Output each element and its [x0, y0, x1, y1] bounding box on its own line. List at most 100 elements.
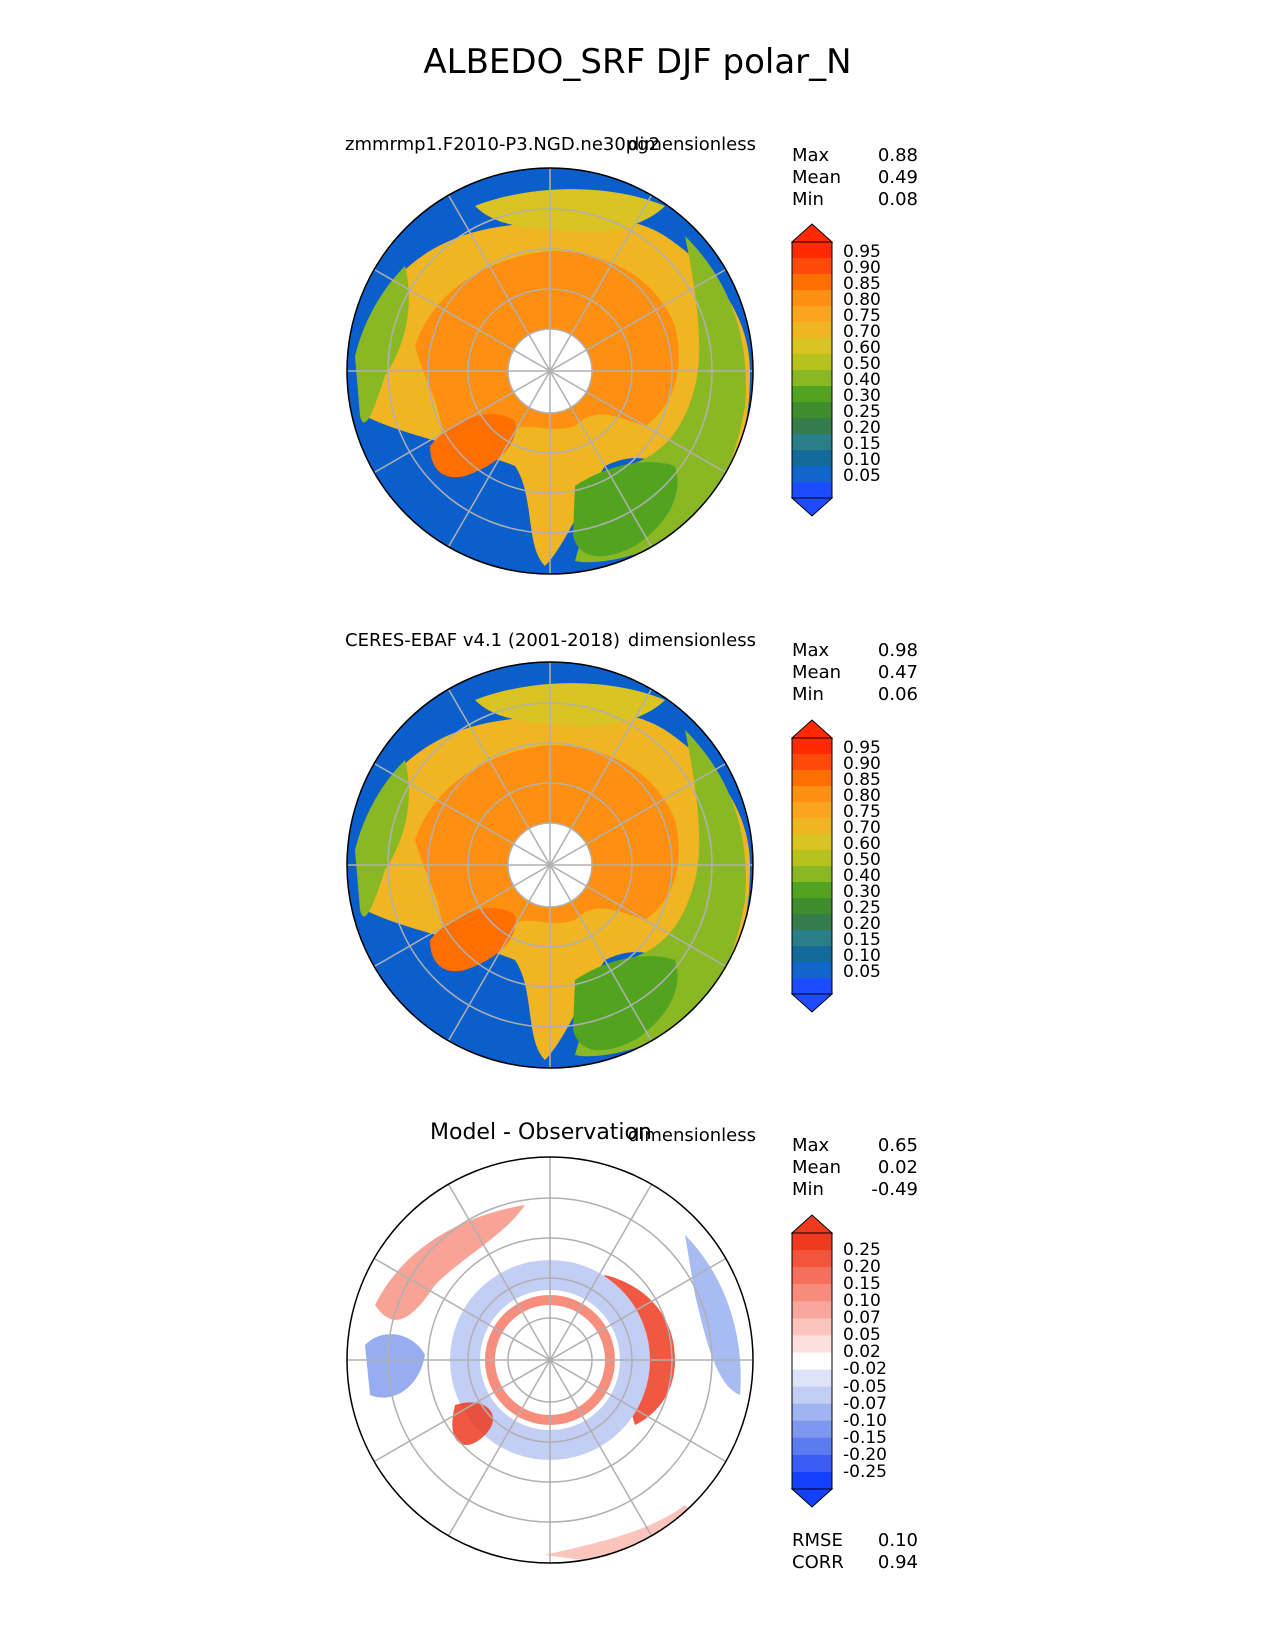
panel1-colorbar-tick-label: 0.60 — [843, 338, 881, 358]
panel1-colorbar-tick-label: 0.20 — [843, 418, 881, 438]
panel2-colorbar-tick-label: 0.05 — [843, 962, 881, 982]
panel2-colorbar-tick-label: 0.95 — [843, 738, 881, 758]
panel1-colorbar-tick-label: 0.90 — [843, 258, 881, 278]
panel3-meridian — [373, 1257, 727, 1463]
panel2-polar-map — [346, 661, 754, 1069]
panel1-colorbar-band — [792, 402, 832, 419]
panel3-colorbar-tick-label: 0.05 — [843, 1325, 881, 1346]
panel3-mean-label: Mean — [792, 1157, 842, 1178]
panel2-mean-value: 0.47 — [877, 662, 918, 683]
panel3-colorbar-frame — [791, 1232, 833, 1490]
panel3-min-value: -0.49 — [871, 1179, 918, 1200]
panel3-colorbar-band — [792, 1352, 832, 1371]
panel3-title: Model - Observation — [430, 1120, 652, 1145]
panel1-map-boundary — [346, 167, 754, 575]
panel3-colorbar-tick-label: 0.07 — [843, 1308, 881, 1329]
panel1-colorbar-band — [792, 322, 832, 339]
panel1-colorbar-band — [792, 370, 832, 387]
panel3-rmse-value: 0.10 — [877, 1530, 918, 1551]
panel3-max-label: Max — [792, 1135, 830, 1156]
panel3-colorbar-band — [792, 1250, 832, 1268]
panel2-colorbar-tick-label: 0.90 — [843, 754, 881, 774]
panel1-colorbar-tick-label: 0.15 — [843, 434, 881, 454]
panel1-colorbar-tick-label: 0.75 — [843, 306, 881, 326]
panel2-colorbar-tick-label: 0.75 — [843, 802, 881, 822]
panel1-greenland — [430, 414, 516, 478]
panel3-colorbar-tick-label: 0.02 — [843, 1342, 881, 1363]
panel2-land-50 — [355, 760, 409, 917]
panel1-colorbar-band — [792, 274, 832, 291]
panel2-land-30 — [573, 956, 678, 1051]
panel1-polar-map — [346, 167, 754, 575]
panel2-colorbar-band — [792, 866, 832, 883]
panel1-meridian — [373, 268, 727, 474]
panel3-colorbar-tick-label: -0.15 — [843, 1427, 887, 1448]
panel1-colorbar-max-extend — [790, 223, 834, 243]
panel3-colorbar-tick-label: -0.07 — [843, 1393, 887, 1414]
panel2-colorbar-tick-label: 0.60 — [843, 834, 881, 854]
panel3-positive-greenland — [452, 1402, 494, 1445]
panel1-land-50 — [355, 266, 409, 423]
panel3-colorbar-band — [792, 1403, 832, 1422]
panel3-colorbar-band — [792, 1335, 832, 1353]
panel1-title: zmmrmp1.F2010-P3.NGD.ne30pg2 — [345, 134, 661, 155]
panel3-colorbar-tick-label: -0.05 — [843, 1376, 887, 1397]
panel3-max-value: 0.65 — [877, 1135, 918, 1156]
panel2-colorbar-tick-label: 0.50 — [843, 850, 881, 870]
panel2-colorbar — [790, 719, 834, 1013]
panel1-colorbar — [790, 223, 834, 517]
panel3-colorbar-band — [792, 1454, 832, 1473]
panel2-colorbar-min-extend — [790, 993, 834, 1013]
panel2-colorbar-band — [792, 738, 832, 755]
panel1-colorbar-band — [792, 386, 832, 403]
panel2-colorbar-band — [792, 882, 832, 899]
panel3-negative-region-east — [685, 1235, 741, 1395]
panel3-colorbar-band — [792, 1369, 832, 1388]
panel2-colorbar-tick-label: 0.30 — [843, 882, 881, 902]
panel3-colorbar-tick-label: 0.10 — [843, 1291, 881, 1312]
panel3-colorbar-tick-label: -0.02 — [843, 1359, 887, 1380]
panel1-colorbar-band — [792, 482, 832, 499]
panel3-units: dimensionless — [627, 1125, 756, 1146]
panel1-colorbar-band — [792, 290, 832, 307]
panel3-colorbar-band — [792, 1284, 832, 1302]
panel3-colorbar-tick-label: -0.25 — [843, 1461, 887, 1482]
panel1-colorbar-tick-label: 0.25 — [843, 402, 881, 422]
panel1-colorbar-band — [792, 466, 832, 483]
panel1-max-label: Max — [792, 145, 830, 166]
panel2-colorbar-max-extend — [790, 719, 834, 739]
panel3-colorbar — [790, 1214, 834, 1508]
panel2-colorbar-band — [792, 850, 832, 867]
panel3-rmse-label: RMSE — [792, 1530, 843, 1551]
panel1-colorbar-tick-label: 0.30 — [843, 386, 881, 406]
panel2-colorbar-tick-label: 0.10 — [843, 946, 881, 966]
panel3-colorbar-band — [792, 1386, 832, 1405]
panel3-negative-region — [365, 1334, 425, 1398]
panel1-min-label: Min — [792, 189, 824, 210]
panel1-colorbar-tick-label: 0.40 — [843, 370, 881, 390]
panel1-colorbar-min-extend — [790, 497, 834, 517]
panel2-min-value: 0.06 — [877, 684, 918, 705]
panel3-map-boundary — [346, 1156, 754, 1564]
panel2-colorbar-tick-label: 0.25 — [843, 898, 881, 918]
panel2-colorbar-tick-label: 0.40 — [843, 866, 881, 886]
panel3-polar-map — [346, 1156, 754, 1564]
panel1-colorbar-band — [792, 338, 832, 355]
panel1-min-value: 0.08 — [877, 189, 918, 210]
panel3-colorbar-tick-label: 0.20 — [843, 1257, 881, 1278]
panel2-colorbar-tick-label: 0.20 — [843, 914, 881, 934]
panel3-colorbar-band — [792, 1318, 832, 1336]
panel3-colorbar-max-extend — [790, 1214, 834, 1234]
panel3-colorbar-band — [792, 1301, 832, 1319]
panel1-colorbar-tick-label: 0.95 — [843, 242, 881, 262]
panel3-mean-value: 0.02 — [877, 1157, 918, 1178]
panel3-corr-value: 0.94 — [877, 1552, 918, 1573]
panel2-colorbar-band — [792, 754, 832, 771]
panel3-colorbar-band — [792, 1267, 832, 1285]
panel1-colorbar-tick-label: 0.50 — [843, 354, 881, 374]
panel2-colorbar-band — [792, 770, 832, 787]
panel3-colorbar-min-extend — [790, 1488, 834, 1508]
panel2-map-boundary — [346, 661, 754, 1069]
panel1-colorbar-band — [792, 418, 832, 435]
panel2-units: dimensionless — [627, 630, 756, 651]
